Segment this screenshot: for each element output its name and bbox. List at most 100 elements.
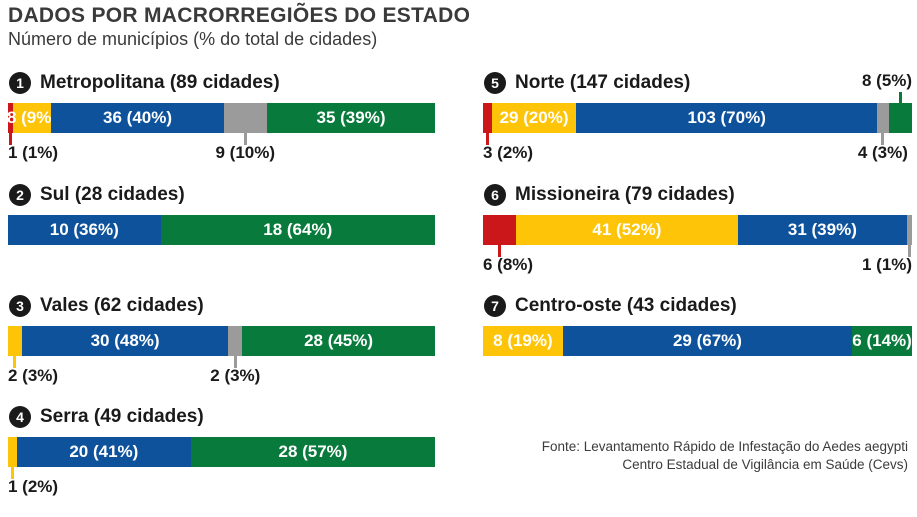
stacked-bar: 29 (20%) 103 (70%) 3 (2%) 4 (3%) 8 (5%) <box>483 71 912 162</box>
bar-segments: 20 (41%) 28 (57%) <box>8 437 435 467</box>
bar-segment-green: 28 (57%) <box>190 437 435 467</box>
stacked-bar: 8 (9%) 36 (40%) 35 (39%) 1 (1%) 9 (10%) <box>7 103 435 162</box>
region-chart-vales: 3 Vales (62 cidades) 30 (48%) 28 (45%) 2 … <box>8 294 435 385</box>
bar-segment-blue: 30 (48%) <box>21 326 229 356</box>
bar-segment-blue: 20 (41%) <box>16 437 191 467</box>
bar-segment-blue: 36 (40%) <box>51 103 224 133</box>
region-title-text: Centro-oste (43 cidades) <box>515 295 737 316</box>
region-chart-title: 6 Missioneira (79 cidades) <box>484 183 912 207</box>
callout-value-label: 1 (2%) <box>8 477 59 496</box>
bar-segment-red <box>483 103 492 133</box>
bar-segment-red <box>8 103 13 133</box>
callout-leader-line <box>497 245 501 257</box>
bar-segment-yellow: 29 (20%) <box>491 103 577 133</box>
bar-segment-gray <box>228 326 243 356</box>
bar-segment-red <box>483 215 516 245</box>
bar-segment-gray <box>906 215 912 245</box>
region-chart-title: 1 Metropolitana (89 cidades) <box>9 71 435 95</box>
region-number-badge: 5 <box>484 72 506 94</box>
region-chart-norte: 5 Norte (147 cidades) 29 (20%) 103 (70%) … <box>483 71 912 162</box>
segment-value-label: 6 (14%) <box>852 331 912 350</box>
bar-segments: 29 (20%) 103 (70%) <box>483 103 912 133</box>
region-number-badge: 2 <box>9 184 31 206</box>
bar-segment-blue: 29 (67%) <box>562 326 853 356</box>
callout-value-label: 1 (1%) <box>8 143 59 162</box>
region-number-badge: 6 <box>484 184 506 206</box>
region-title-text: Vales (62 cidades) <box>40 295 204 316</box>
bar-segment-green: 18 (64%) <box>160 215 435 245</box>
region-chart-title: 5 Norte (147 cidades) <box>484 71 912 95</box>
callout-leader-line <box>243 133 247 145</box>
callout-leader-line <box>881 133 885 145</box>
callout-value-label: 8 (5%) <box>862 71 913 90</box>
region-chart-metropolitana: 1 Metropolitana (89 cidades) 8 (9%) 36 (4… <box>7 71 435 162</box>
segment-value-label: 28 (57%) <box>278 442 348 461</box>
callout-value-label: 2 (3%) <box>8 366 59 385</box>
region-number-badge: 1 <box>9 72 31 94</box>
source-line-2: Centro Estadual de Vigilância em Saúde (… <box>622 456 908 472</box>
callout-value-label: 2 (3%) <box>210 366 261 385</box>
bar-segment-yellow <box>8 437 17 467</box>
bar-segment-yellow: 41 (52%) <box>515 215 739 245</box>
segment-value-label: 29 (20%) <box>499 108 569 127</box>
stacked-bar: 20 (41%) 28 (57%) 1 (2%) <box>8 437 435 496</box>
region-title-text: Missioneira (79 cidades) <box>515 184 735 205</box>
segment-value-label: 31 (39%) <box>787 220 857 239</box>
segment-value-label: 8 (9%) <box>6 108 58 127</box>
callout-value-label: 4 (3%) <box>857 143 908 162</box>
region-chart-title: 4 Serra (49 cidades) <box>9 405 435 429</box>
bar-segment-gray <box>223 103 268 133</box>
callout-value-label: 6 (8%) <box>483 255 534 274</box>
callout-leader-line <box>907 245 911 257</box>
region-chart-missioneira: 6 Missioneira (79 cidades) 41 (52%) 31 (3… <box>483 183 912 274</box>
region-title-text: Norte (147 cidades) <box>515 72 691 93</box>
bar-segment-green <box>888 103 912 133</box>
stacked-bar: 41 (52%) 31 (39%) 6 (8%) 1 (1%) <box>483 215 912 274</box>
segment-value-label: 103 (70%) <box>687 108 766 127</box>
callout-leader-line <box>10 467 14 479</box>
stacked-bar: 10 (36%) 18 (64%) <box>8 215 435 245</box>
callout-value-label: 9 (10%) <box>215 143 276 162</box>
stacked-bar: 30 (48%) 28 (45%) 2 (3%) 2 (3%) <box>8 326 435 385</box>
callout-leader-line <box>485 133 489 145</box>
page-subtitle: Número de municípios (% do total de cida… <box>8 29 378 49</box>
region-chart-centro-oste: 7 Centro-oste (43 cidades) 8 (19%) 29 (67… <box>483 294 912 356</box>
region-chart-serra: 4 Serra (49 cidades) 20 (41%) 28 (57%) 1 … <box>8 405 435 496</box>
callout-leader-line <box>233 356 237 368</box>
bar-segment-green: 35 (39%) <box>267 103 435 133</box>
region-chart-title: 2 Sul (28 cidades) <box>9 183 435 207</box>
callout-value-label: 1 (1%) <box>862 255 913 274</box>
segment-value-label: 18 (64%) <box>263 220 333 239</box>
bar-segment-yellow <box>8 326 22 356</box>
region-number-badge: 7 <box>484 295 506 317</box>
segment-value-label: 10 (36%) <box>49 220 119 239</box>
region-chart-title: 7 Centro-oste (43 cidades) <box>484 294 912 318</box>
bar-segment-yellow: 8 (9%) <box>7 103 57 133</box>
page-title: DADOS POR MACRORREGIÕES DO ESTADO <box>8 4 471 27</box>
bar-segment-blue: 103 (70%) <box>576 103 877 133</box>
source-line-1: Fonte: Levantamento Rápido de Infestação… <box>541 439 908 454</box>
callout-value-label: 3 (2%) <box>483 143 534 162</box>
callout-leader-line <box>9 133 12 145</box>
region-number-badge: 3 <box>9 295 31 317</box>
bar-segment-gray <box>876 103 889 133</box>
region-title-text: Sul (28 cidades) <box>40 184 185 205</box>
bar-segments: 8 (19%) 29 (67%) 6 (14%) <box>483 326 912 356</box>
bar-segments: 41 (52%) 31 (39%) <box>483 215 912 245</box>
segment-value-label: 36 (40%) <box>103 108 173 127</box>
stacked-bar: 8 (19%) 29 (67%) 6 (14%) <box>483 326 912 356</box>
segment-value-label: 20 (41%) <box>69 442 139 461</box>
bar-segment-blue: 10 (36%) <box>8 215 161 245</box>
region-number-badge: 4 <box>9 406 31 428</box>
callout-leader-line <box>898 92 902 118</box>
bar-segment-yellow: 8 (19%) <box>483 326 563 356</box>
bar-segments: 30 (48%) 28 (45%) <box>8 326 435 356</box>
segment-value-label: 8 (19%) <box>493 331 553 350</box>
bar-segment-green: 6 (14%) <box>852 326 912 356</box>
segment-value-label: 28 (45%) <box>304 331 374 350</box>
segment-value-label: 41 (52%) <box>592 220 662 239</box>
segment-value-label: 35 (39%) <box>316 108 386 127</box>
region-chart-sul: 2 Sul (28 cidades) 10 (36%) 18 (64%) <box>8 183 435 245</box>
bar-segments: 8 (9%) 36 (40%) 35 (39%) <box>7 103 435 133</box>
